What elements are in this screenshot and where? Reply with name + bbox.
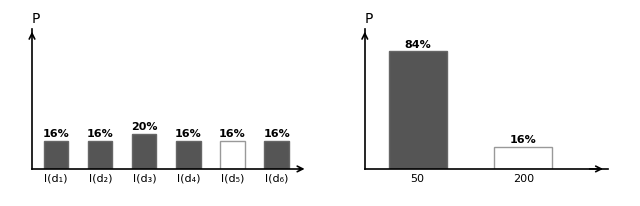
Bar [176, 141, 200, 169]
Bar [88, 141, 113, 169]
Text: 16%: 16% [175, 129, 202, 139]
Bar [264, 141, 289, 169]
Text: 20%: 20% [131, 122, 157, 132]
Text: 16%: 16% [263, 129, 290, 139]
Text: P: P [365, 12, 373, 26]
Text: 16%: 16% [43, 129, 70, 139]
Text: 84%: 84% [404, 40, 431, 50]
Text: P: P [32, 12, 40, 26]
Text: 16%: 16% [87, 129, 114, 139]
Text: 16%: 16% [219, 129, 246, 139]
Bar [494, 146, 552, 169]
Bar [388, 51, 447, 169]
Text: 16%: 16% [510, 135, 537, 145]
Bar [44, 141, 68, 169]
Bar [220, 141, 244, 169]
Bar [132, 134, 157, 169]
